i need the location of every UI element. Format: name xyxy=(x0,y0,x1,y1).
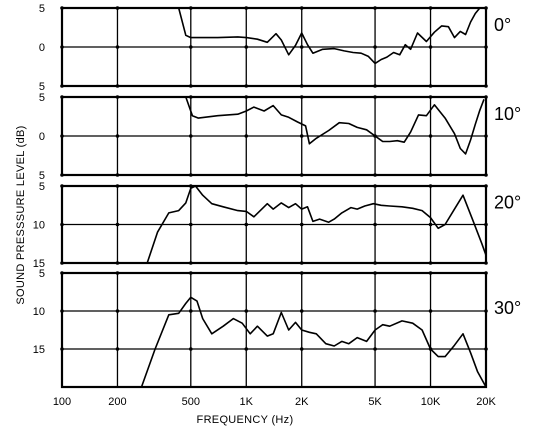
panel-3-y-tick-2: 15 xyxy=(33,344,45,356)
panel-1-y-tick-1: 0 xyxy=(39,131,45,143)
panel-2-grid-dot-1-5 xyxy=(373,222,377,227)
panel-2-frame xyxy=(60,184,488,265)
panel-1-grid-dot-1-1 xyxy=(115,134,120,138)
panel-2-grid-dot-1-4 xyxy=(299,222,304,227)
x-tick-7: 20K xyxy=(476,396,496,408)
panel-1-grid-dot-1-4 xyxy=(299,134,304,138)
panel-0-grid-dot-1-1 xyxy=(115,45,120,49)
panel-3-grid-dot-1-2 xyxy=(188,309,193,313)
panel-1-grid-dot-1-2 xyxy=(188,134,193,138)
panel-3-grid-dot-1-1 xyxy=(115,309,120,313)
panel-0-grid-dot-1-4 xyxy=(299,45,304,49)
panel-0-response-line xyxy=(177,7,481,65)
panel-3-grid-dot-1-5 xyxy=(373,309,377,313)
panel-3-grid-dot-2-5 xyxy=(373,347,377,351)
panel-2-response-line xyxy=(146,185,487,264)
x-tick-1: 200 xyxy=(108,396,126,408)
panel-1: 5 0 5 10° xyxy=(39,92,521,182)
panel-1-response-line xyxy=(185,96,485,155)
panel-2-y-tick-1: 10 xyxy=(33,220,45,232)
panel-3-y-tick-1: 10 xyxy=(33,306,45,318)
panel-1-grid-dot-1-3 xyxy=(244,134,249,138)
panel-0-grid-dot-1-6 xyxy=(428,45,433,49)
x-tick-6: 10K xyxy=(421,396,441,408)
panel-2-y-tick-0: 5 xyxy=(39,181,45,193)
panel-3-angle-label: 30° xyxy=(494,298,521,318)
x-axis-ticks: 100 200 500 1K 2K 5K 10K 20K xyxy=(53,396,497,408)
panel-1-grid-dot-1-6 xyxy=(428,134,433,138)
panel-2-grid-dot-1-1 xyxy=(115,222,120,227)
panel-2-grid-dot-1-3 xyxy=(244,222,249,227)
y-axis-title: SOUND PRESSSURE LEVEL (dB) xyxy=(15,125,27,304)
x-axis-title: FREQUENCY (Hz) xyxy=(197,414,294,426)
panel-0-frame xyxy=(60,6,488,88)
panel-0-y-tick-0: 5 xyxy=(39,81,45,93)
x-tick-4: 2K xyxy=(295,396,309,408)
x-tick-2: 500 xyxy=(182,396,200,408)
panel-3-y-tick-0: 5 xyxy=(39,268,45,280)
x-tick-0: 100 xyxy=(53,396,71,408)
panel-0-y-tick-2: 5 xyxy=(39,3,45,15)
panel-3-frame xyxy=(60,271,488,389)
panel-2-grid-dot-1-2 xyxy=(188,222,193,227)
panel-3-grid-dot-2-1 xyxy=(115,347,120,351)
panel-3: 5 10 15 30° xyxy=(33,268,521,389)
panel-0-grid-dot-1-5 xyxy=(373,45,377,49)
panel-3-grid-dot-2-2 xyxy=(188,347,193,351)
panel-3-grid-dot-1-6 xyxy=(428,309,433,313)
chart-panels: 5 0 5 0° 5 0 5 10° 5 10 15 20° 5 10 15 30° xyxy=(33,3,521,389)
panel-3-grid-dot-2-4 xyxy=(299,347,304,351)
x-tick-3: 1K xyxy=(240,396,254,408)
panel-0: 5 0 5 0° xyxy=(39,3,511,93)
panel-3-grid-dot-1-3 xyxy=(244,309,249,313)
panel-0-angle-label: 0° xyxy=(494,15,511,35)
panel-0-grid-dot-1-2 xyxy=(188,45,193,49)
panel-2-grid-dot-1-6 xyxy=(428,222,433,227)
panel-3-grid-dot-2-3 xyxy=(244,347,249,351)
panel-0-grid-dot-1-3 xyxy=(244,45,249,49)
panel-2-y-tick-2: 15 xyxy=(33,258,45,270)
panel-1-y-tick-0: 5 xyxy=(39,170,45,182)
panel-2: 5 10 15 20° xyxy=(33,181,521,270)
x-tick-5: 5K xyxy=(368,396,382,408)
panel-0-y-tick-1: 0 xyxy=(39,42,45,54)
panel-3-grid-dot-1-4 xyxy=(299,309,304,313)
panel-1-y-tick-2: 5 xyxy=(39,92,45,104)
panel-1-frame xyxy=(60,95,488,177)
panel-3-response-line xyxy=(140,296,487,388)
panel-1-angle-label: 10° xyxy=(494,104,521,124)
panel-2-angle-label: 20° xyxy=(494,193,521,213)
